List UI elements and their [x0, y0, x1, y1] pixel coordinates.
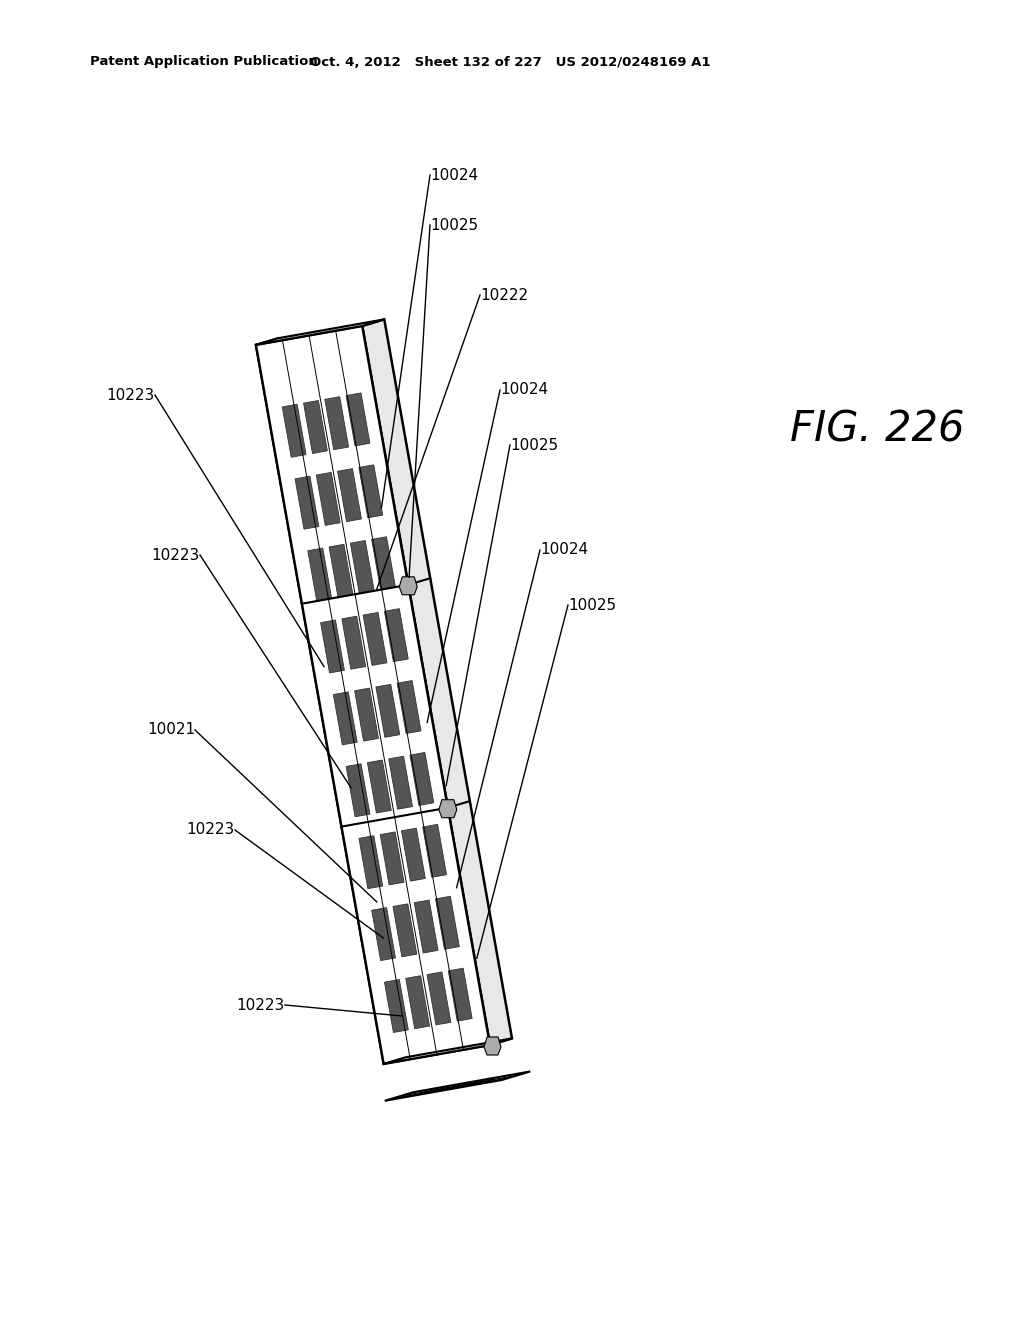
Polygon shape: [384, 609, 409, 661]
Text: 10223: 10223: [152, 548, 200, 562]
Polygon shape: [316, 473, 340, 525]
Text: 10024: 10024: [500, 383, 548, 397]
Polygon shape: [334, 692, 357, 744]
Polygon shape: [389, 756, 413, 809]
Polygon shape: [256, 319, 384, 345]
Polygon shape: [321, 620, 344, 673]
Text: 10024: 10024: [430, 168, 478, 182]
Polygon shape: [358, 836, 383, 888]
Polygon shape: [420, 1080, 493, 1093]
Text: 10223: 10223: [186, 822, 234, 837]
Polygon shape: [376, 684, 399, 738]
Polygon shape: [350, 540, 374, 594]
Polygon shape: [303, 400, 328, 454]
Polygon shape: [346, 393, 370, 446]
Polygon shape: [449, 968, 472, 1022]
Polygon shape: [435, 896, 460, 949]
Polygon shape: [368, 760, 391, 813]
Polygon shape: [342, 616, 366, 669]
Polygon shape: [384, 979, 409, 1032]
Polygon shape: [439, 800, 457, 817]
Polygon shape: [397, 681, 421, 734]
Polygon shape: [362, 319, 512, 1045]
Text: 10223: 10223: [237, 998, 285, 1012]
Polygon shape: [338, 469, 361, 521]
Polygon shape: [385, 1072, 530, 1101]
Polygon shape: [372, 537, 395, 590]
Text: 10025: 10025: [430, 218, 478, 232]
Polygon shape: [427, 972, 451, 1024]
Polygon shape: [329, 544, 353, 597]
Polygon shape: [384, 1039, 512, 1064]
Text: FIG. 226: FIG. 226: [790, 409, 965, 451]
Polygon shape: [399, 577, 417, 595]
Text: 10021: 10021: [146, 722, 195, 738]
Polygon shape: [346, 764, 370, 817]
Polygon shape: [308, 548, 332, 601]
Polygon shape: [364, 612, 387, 665]
Polygon shape: [406, 975, 430, 1028]
Polygon shape: [423, 825, 446, 878]
Polygon shape: [325, 397, 348, 450]
Text: 10222: 10222: [480, 288, 528, 302]
Polygon shape: [372, 908, 395, 961]
Polygon shape: [295, 477, 318, 529]
Polygon shape: [283, 404, 306, 457]
Polygon shape: [256, 326, 490, 1064]
Polygon shape: [256, 338, 406, 1064]
Polygon shape: [354, 688, 379, 741]
Polygon shape: [380, 832, 404, 884]
Text: Patent Application Publication: Patent Application Publication: [90, 55, 317, 69]
Polygon shape: [401, 828, 425, 882]
Polygon shape: [410, 752, 434, 805]
Text: Oct. 4, 2012   Sheet 132 of 227   US 2012/0248169 A1: Oct. 4, 2012 Sheet 132 of 227 US 2012/02…: [309, 55, 711, 69]
Text: 10025: 10025: [510, 437, 558, 453]
Text: 10025: 10025: [568, 598, 616, 612]
Polygon shape: [358, 465, 383, 517]
Text: 10024: 10024: [540, 543, 588, 557]
Polygon shape: [393, 904, 417, 957]
Polygon shape: [415, 900, 438, 953]
Text: 10223: 10223: [106, 388, 155, 403]
Polygon shape: [484, 1038, 501, 1055]
